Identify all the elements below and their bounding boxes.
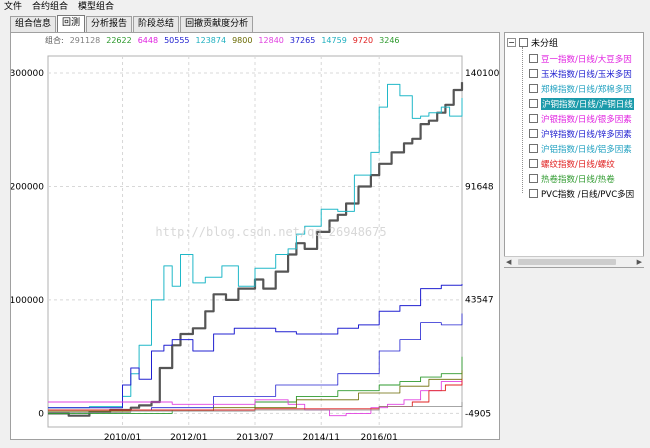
legend-value: 123874 xyxy=(195,36,227,45)
checkbox[interactable] xyxy=(529,99,538,108)
tree-item[interactable]: 沪铝指数/日线/铝多因素 xyxy=(529,141,634,156)
legend-label: 组合: xyxy=(45,36,64,45)
tree-item-label: 螺纹指数/日线/螺纹 xyxy=(541,159,615,170)
tree-item-label: 豆一指数/日线/大豆多因 xyxy=(541,54,632,65)
tab-stage-summary[interactable]: 阶段总结 xyxy=(133,16,180,32)
tree-item[interactable]: 玉米指数/日线/玉米多因 xyxy=(529,66,634,81)
equity-curve-chart: 0 100000 200000 300000 -4905 43547 91648 140100… xyxy=(11,55,499,440)
watermark-text: http://blog.csdn.net/qq_26948675 xyxy=(155,225,386,239)
menu-file[interactable]: 文件 xyxy=(4,2,23,12)
legend-value: 22622 xyxy=(106,36,132,45)
legend-value: 9800 xyxy=(232,36,253,45)
collapse-toggle[interactable]: − xyxy=(507,37,516,47)
series-line xyxy=(48,83,463,409)
menu-model-portfolio[interactable]: 模型组合 xyxy=(78,2,115,12)
legend-value: 3246 xyxy=(379,36,400,45)
tab-drawdown-contribution[interactable]: 回撤贡献度分析 xyxy=(180,16,254,32)
legend-value: 12840 xyxy=(258,36,284,45)
checkbox[interactable] xyxy=(529,189,538,198)
tree-item-label: 热卷指数/日线/热卷 xyxy=(541,174,615,185)
tab-backtest[interactable]: 回测 xyxy=(57,15,86,32)
axes: 0 100000 200000 300000 -4905 43547 91648 140100… xyxy=(11,69,499,440)
legend-value: 9720 xyxy=(352,36,374,45)
series-line xyxy=(48,379,463,411)
legend-value: 291128 xyxy=(69,36,101,45)
left-tick-label: 100000 xyxy=(11,296,44,306)
tree-item[interactable]: PVC指数 /日线/PVC多因 xyxy=(529,186,634,201)
left-tick-label: 300000 xyxy=(11,69,44,79)
left-tick-label: 200000 xyxy=(11,182,44,192)
checkbox[interactable] xyxy=(529,84,538,93)
tab-analysis-report[interactable]: 分析报告 xyxy=(86,16,133,32)
tree-connector xyxy=(522,47,523,193)
tree-item[interactable]: 螺纹指数/日线/螺纹 xyxy=(529,156,634,171)
legend-value: 6448 xyxy=(137,36,159,45)
menu-bar: 文件 合约组合 模型组合 xyxy=(0,0,650,14)
series-line xyxy=(48,381,463,417)
x-tick-label: 2014/11 xyxy=(303,433,340,440)
right-tick-label: -4905 xyxy=(465,409,491,419)
series-line xyxy=(48,356,463,414)
series-layer xyxy=(48,82,464,417)
tree-item[interactable]: 沪铜指数/日线/沪铜日线 xyxy=(529,96,634,111)
tree-item[interactable]: 沪锌指数/日线/锌多因素 xyxy=(529,126,634,141)
checkbox[interactable] xyxy=(529,174,538,183)
series-line xyxy=(48,370,463,412)
tab-strip: 组合信息 回测 分析报告 阶段总结 回撤贡献度分析 xyxy=(10,15,254,32)
checkbox[interactable] xyxy=(529,69,538,78)
tree-item-label: 沪铜指数/日线/沪铜日线 xyxy=(541,97,634,110)
legend-value: 50555 xyxy=(164,36,190,45)
scroll-right-icon[interactable]: ▶ xyxy=(636,258,642,266)
right-tick-label: 43547 xyxy=(465,296,494,306)
legend-value: 14759 xyxy=(321,36,347,45)
tree-item-label: 郑棉指数/日线/郑棉多因 xyxy=(541,84,632,95)
tree-item-label: 沪铝指数/日线/铝多因素 xyxy=(541,144,632,155)
menu-contract-portfolio[interactable]: 合约组合 xyxy=(32,2,69,12)
series-line xyxy=(48,402,463,413)
tree-item[interactable]: 热卷指数/日线/热卷 xyxy=(529,171,634,186)
checkbox[interactable] xyxy=(529,114,538,123)
x-tick-label: 2012/01 xyxy=(170,433,207,440)
backtest-chart-panel: 组合: 291128 22622 6448 50555 123874 9800 … xyxy=(10,32,500,440)
tree-item-label: 玉米指数/日线/玉米多因 xyxy=(541,69,632,80)
tree-root-label: 未分组 xyxy=(531,38,559,49)
grid xyxy=(47,55,463,428)
tree-root-ungrouped[interactable]: − 未分组 xyxy=(507,36,559,49)
checkbox[interactable] xyxy=(529,54,538,63)
tree-item-label: 沪锌指数/日线/锌多因素 xyxy=(541,129,632,140)
scroll-left-icon[interactable]: ◀ xyxy=(506,258,512,266)
scroll-thumb[interactable] xyxy=(518,259,616,265)
checkbox[interactable] xyxy=(529,129,538,138)
checkbox[interactable] xyxy=(519,37,528,47)
tree-item[interactable]: 沪银指数/日线/银多因素 xyxy=(529,111,634,126)
checkbox[interactable] xyxy=(529,144,538,153)
tree-items: 豆一指数/日线/大豆多因 玉米指数/日线/玉米多因 郑棉指数/日线/郑棉多因 沪铜指数… xyxy=(529,51,634,201)
tree-item[interactable]: 豆一指数/日线/大豆多因 xyxy=(529,51,634,66)
tree-item[interactable]: 郑棉指数/日线/郑棉多因 xyxy=(529,81,634,96)
series-line xyxy=(48,284,463,409)
tree-item-label: 沪银指数/日线/银多因素 xyxy=(541,114,632,125)
x-tick-label: 2013/07 xyxy=(236,433,273,440)
x-tick-label: 2016/01 xyxy=(361,433,398,440)
horizontal-scrollbar[interactable]: ◀ ▶ xyxy=(504,256,644,267)
strategy-tree: − 未分组 豆一指数/日线/大豆多因 玉米指数/日线/玉米多因 郑棉指数/日线/郑棉… xyxy=(504,32,644,268)
right-tick-label: 91648 xyxy=(465,183,494,193)
legend: 组合: 291128 22622 6448 50555 123874 9800 … xyxy=(45,35,406,46)
tab-portfolio-info[interactable]: 组合信息 xyxy=(10,16,57,32)
right-tick-label: 140100 xyxy=(465,69,499,79)
tree-item-label: PVC指数 /日线/PVC多因 xyxy=(541,189,635,200)
legend-value: 37265 xyxy=(289,36,316,45)
checkbox[interactable] xyxy=(529,159,538,168)
left-tick-label: 0 xyxy=(38,409,44,419)
x-tick-label: 2010/01 xyxy=(104,433,141,440)
